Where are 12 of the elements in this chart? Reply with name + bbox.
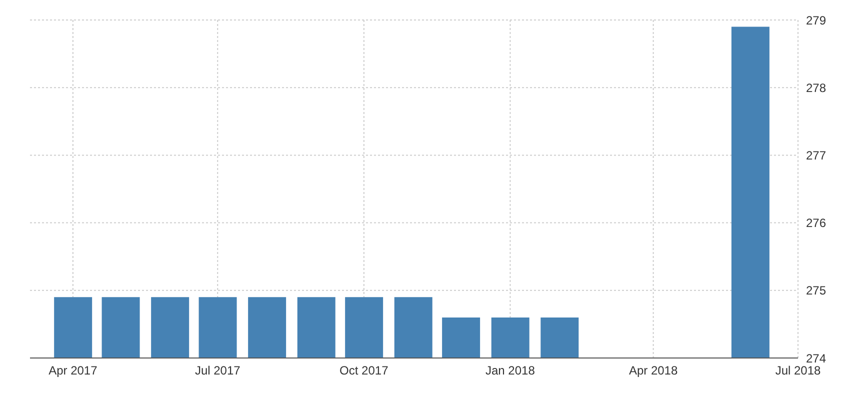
x-tick-label: Oct 2017 xyxy=(340,364,389,378)
x-tick-label: Apr 2018 xyxy=(628,364,678,378)
y-tick-label: 277 xyxy=(806,148,826,162)
y-tick-label: 278 xyxy=(806,80,826,95)
y-tick-label: 274 xyxy=(806,351,826,366)
y-tick-label: 275 xyxy=(806,284,826,298)
x-tick-label: Jul 2017 xyxy=(194,364,241,378)
y-tick-label: 276 xyxy=(806,216,826,230)
y-tick-label: 279 xyxy=(806,13,826,28)
x-tick-label: Jul 2018 xyxy=(775,364,822,378)
x-tick-label: Jan 2018 xyxy=(486,364,536,378)
x-tick-label: Apr 2017 xyxy=(48,364,98,378)
